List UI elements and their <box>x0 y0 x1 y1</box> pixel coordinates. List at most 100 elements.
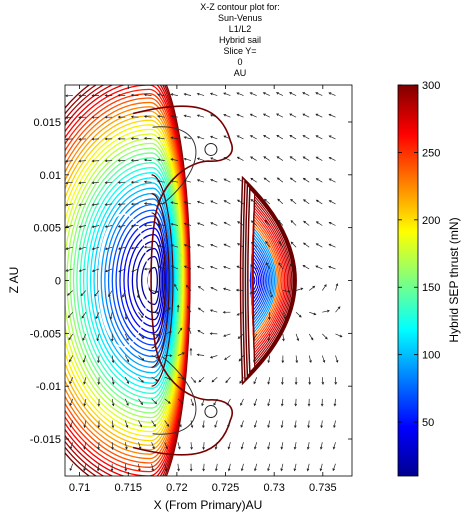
quiver-arrow-75 <box>117 137 126 141</box>
colorbar-tick-label-5: 250 <box>422 147 440 159</box>
quiver-arrow-107 <box>138 442 142 450</box>
quiver-arrow-79 <box>117 225 126 228</box>
quiver-arrow-128 <box>157 115 165 118</box>
quiver-arrow-92 <box>130 115 139 119</box>
quiver-arrow-291 <box>276 135 284 140</box>
quiver-arrow-57 <box>104 137 113 141</box>
contour-l1-level-19 <box>76 157 179 404</box>
quiver-arrow-228 <box>223 333 231 337</box>
quiver-arrow-38 <box>91 115 100 119</box>
quiver-arrow-183 <box>196 136 205 140</box>
quiver-arrow-124 <box>151 420 156 428</box>
quiver-arrow-267 <box>253 398 258 407</box>
quiver-arrow-140 <box>164 376 172 381</box>
x-tick-label-5: 0.73 <box>263 482 284 494</box>
quiver-arrow-236 <box>236 113 244 118</box>
quiver-arrow-244 <box>235 288 244 292</box>
quiver-arrow-324 <box>293 463 297 472</box>
quiver-arrow-375 <box>333 398 337 407</box>
quiver-arrow-268 <box>253 420 258 428</box>
x-axis-label: X (From Primary)AU <box>154 498 263 512</box>
quiver-arrow-160 <box>177 420 182 428</box>
quiver-arrow-84 <box>124 333 129 341</box>
quiver-arrow-63 <box>105 268 113 273</box>
quiver-arrow-246 <box>237 333 244 339</box>
quiver-arrow-319 <box>295 355 299 364</box>
quiver-arrow-47 <box>95 312 100 320</box>
quiver-arrow-304 <box>280 420 284 429</box>
title-line-6: 0 <box>237 57 243 67</box>
quiver-arrow-129 <box>157 136 165 140</box>
quiver-arrow-9 <box>65 268 73 272</box>
quiver-arrow-373 <box>335 355 339 363</box>
quiver-arrow-46 <box>94 290 100 297</box>
quiver-arrow-223 <box>223 221 231 226</box>
quiver-arrow-371 <box>335 306 341 313</box>
quiver-arrow-365 <box>328 178 336 183</box>
contour-l1-level-4 <box>131 240 164 321</box>
y-tick-label-7: -0.015 <box>30 434 61 446</box>
quiver-arrow-146 <box>170 114 178 118</box>
quiver-arrows <box>65 92 343 472</box>
quiver-arrow-168 <box>183 201 192 205</box>
quiver-arrow-264 <box>252 333 258 341</box>
colorbar-tick-label-6: 300 <box>422 80 440 92</box>
contour-l1-level-26 <box>65 124 184 437</box>
quiver-arrow-227 <box>222 310 231 314</box>
quiver-arrow-141 <box>164 398 171 404</box>
quiver-arrow-333 <box>302 265 310 270</box>
quiver-arrow-48 <box>96 333 100 342</box>
quiver-arrow-94 <box>130 158 139 162</box>
quiver-arrow-125 <box>151 442 155 450</box>
quiver-arrow-224 <box>223 243 231 248</box>
quiver-arrow-285 <box>267 398 271 407</box>
quiver-arrow-326 <box>302 113 310 118</box>
quiver-arrow-33 <box>83 398 87 407</box>
quiver-arrow-279 <box>266 262 271 270</box>
quiver-arrow-215 <box>214 442 218 450</box>
contour-l1-level-18 <box>79 162 179 399</box>
contour-l1-level-2 <box>141 255 161 306</box>
contour-l2-outer-1 <box>247 186 295 375</box>
quiver-arrow-194 <box>198 376 205 383</box>
quiver-arrow-213 <box>213 398 218 406</box>
quiver-arrow-330 <box>303 199 310 205</box>
quiver-arrow-163 <box>183 92 192 96</box>
quiver-arrow-117 <box>143 267 152 271</box>
x-tick-label-3: 0.72 <box>166 482 187 494</box>
contour-l1-level-1 <box>147 266 158 295</box>
quiver-arrow-118 <box>151 290 160 294</box>
quiver-arrow-157 <box>177 352 185 356</box>
quiver-arrow-298 <box>282 290 291 293</box>
y-axis-ticks: 0.015 0.01 0.005 0 -0.005 -0.01 -0.015 <box>30 117 352 446</box>
quiver-arrow-353 <box>322 309 330 313</box>
quiver-arrow-307 <box>289 92 297 96</box>
quiver-arrow-233 <box>227 442 231 450</box>
quiver-arrow-161 <box>177 442 181 450</box>
quiver-arrow-172 <box>185 284 192 291</box>
quiver-arrow-10 <box>67 290 74 296</box>
quiver-arrow-344 <box>315 113 323 118</box>
title-line-7: AU <box>233 68 247 78</box>
quiver-arrow-158 <box>177 376 186 380</box>
quiver-arrow-148 <box>170 158 178 161</box>
x-tick-label-4: 0.725 <box>212 482 240 494</box>
quiver-arrow-166 <box>183 157 192 161</box>
quiver-arrow-13 <box>69 355 74 363</box>
quiver-arrow-142 <box>164 420 170 427</box>
quiver-arrow-272 <box>262 113 270 118</box>
quiver-arrow-226 <box>223 287 231 291</box>
quiver-arrow-71 <box>111 442 114 450</box>
quiver-arrow-205 <box>210 222 218 226</box>
quiver-arrow-299 <box>282 312 287 320</box>
quiver-arrow-3 <box>65 137 73 141</box>
quiver-arrow-358 <box>320 420 323 429</box>
quiver-arrow-249 <box>240 398 244 406</box>
quiver-arrow-368 <box>328 243 336 248</box>
quiver-arrow-349 <box>315 221 323 226</box>
quiver-arrow-348 <box>315 199 323 205</box>
quiver-arrow-191 <box>197 307 205 313</box>
quiver-arrow-102 <box>138 333 145 339</box>
quiver-arrow-156 <box>177 327 183 335</box>
